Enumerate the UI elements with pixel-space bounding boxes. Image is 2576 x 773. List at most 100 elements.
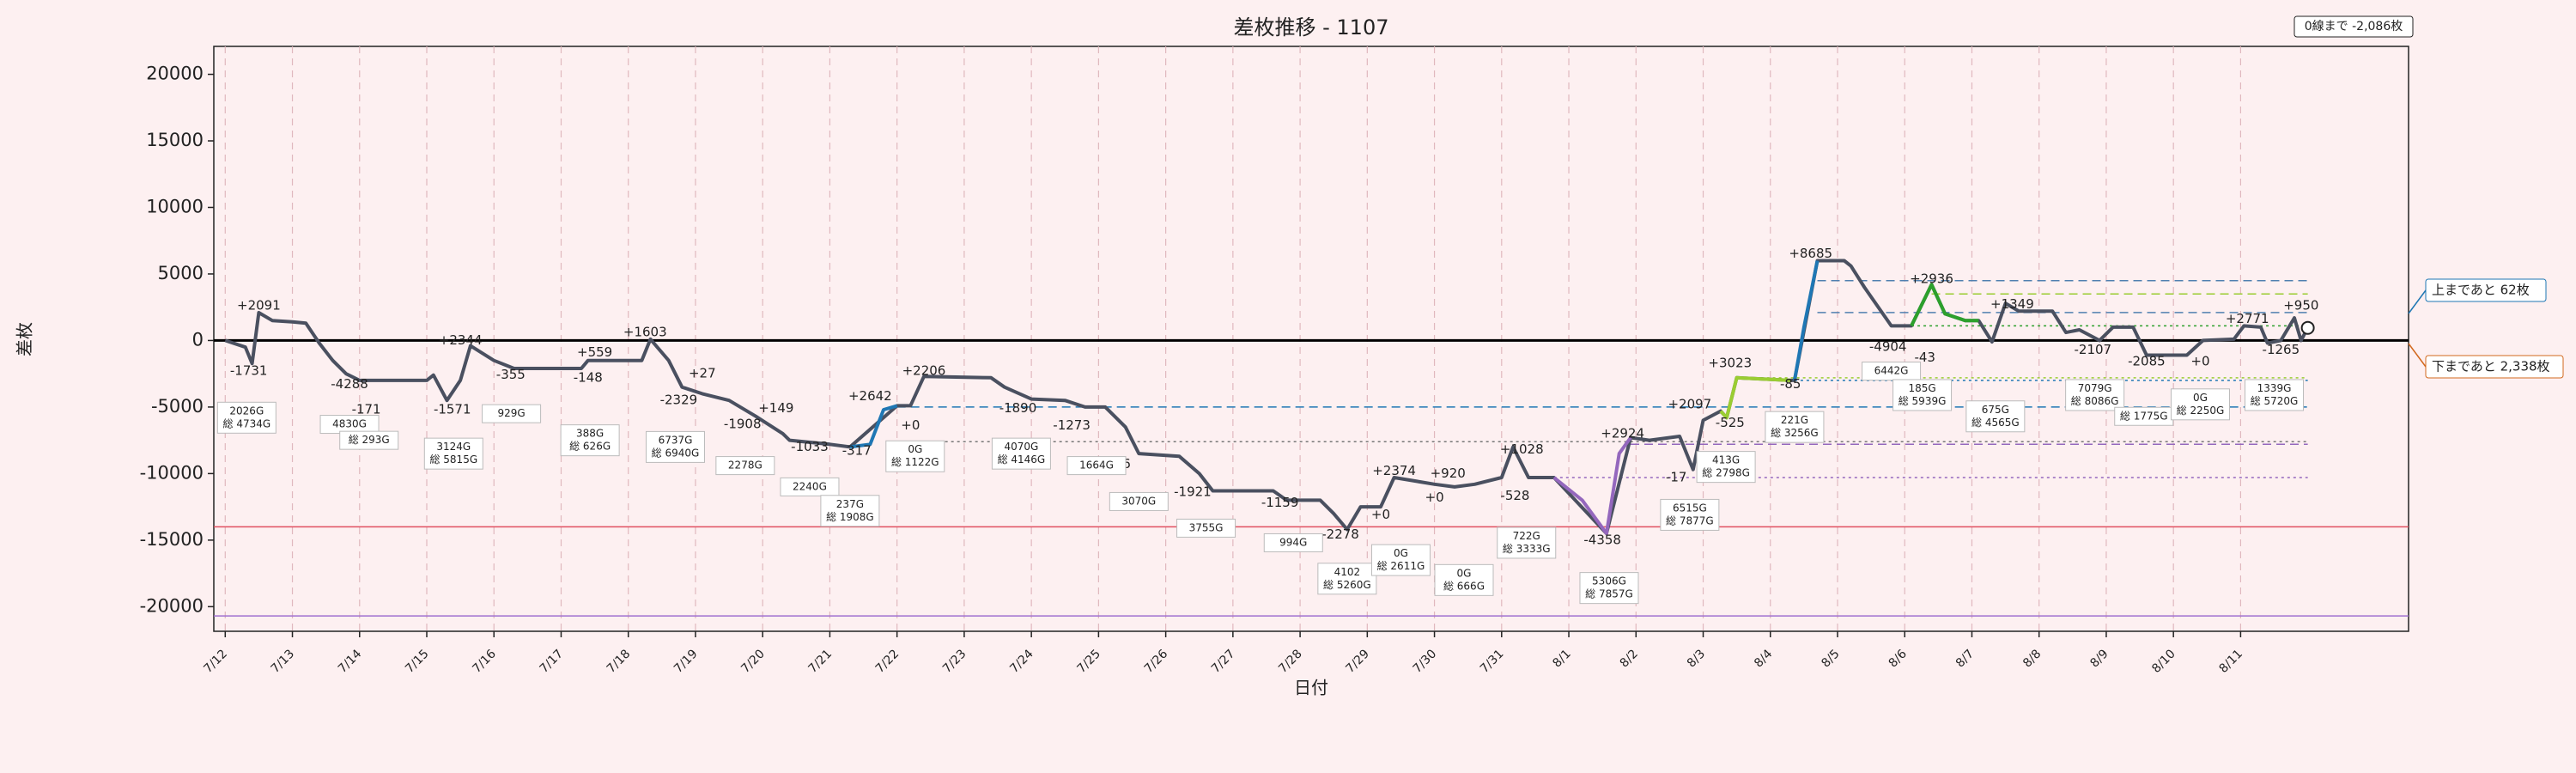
box-frame bbox=[1317, 563, 1377, 595]
value-label: -17 bbox=[1666, 470, 1687, 485]
value-label: -43 bbox=[1914, 350, 1935, 365]
value-label: +1028 bbox=[1500, 441, 1544, 457]
box-text: 総 4565G bbox=[1971, 417, 2020, 429]
box-text: 5306G bbox=[1592, 575, 1626, 587]
box-text: 総 2798G bbox=[1702, 467, 1750, 479]
spin-box: 0G総 2611G bbox=[1370, 544, 1431, 576]
value-label: -4358 bbox=[1583, 532, 1621, 547]
box-text: 994G bbox=[1279, 536, 1307, 548]
spin-box: 2278G bbox=[715, 456, 775, 476]
spin-box: 994G bbox=[1263, 533, 1323, 552]
value-label: -1159 bbox=[1261, 495, 1299, 510]
box-text: 総 5260G bbox=[1323, 579, 1371, 591]
value-label: -85 bbox=[1780, 376, 1801, 392]
box-frame bbox=[560, 424, 620, 457]
box-text: 0G bbox=[908, 443, 922, 455]
value-label: +950 bbox=[2283, 298, 2318, 313]
top-note-frame bbox=[2293, 15, 2414, 38]
box-frame bbox=[780, 477, 840, 496]
value-label: -1908 bbox=[724, 417, 762, 432]
box-text: 7079G bbox=[2078, 382, 2112, 394]
box-text: 722G bbox=[1513, 530, 1540, 542]
box-text: 2278G bbox=[728, 460, 762, 472]
box-text: 総 1122G bbox=[891, 456, 939, 468]
box-frame bbox=[216, 401, 276, 434]
box-text: 総 2250G bbox=[2177, 405, 2225, 417]
box-text: 総 5815G bbox=[429, 453, 477, 466]
box-text: 総 293G bbox=[349, 434, 390, 446]
value-label: -4288 bbox=[331, 376, 368, 392]
box-text: 6737G bbox=[659, 434, 693, 446]
y-tick-label: 15000 bbox=[146, 130, 204, 150]
box-text: 総 626G bbox=[569, 441, 611, 453]
value-label: -1890 bbox=[999, 400, 1037, 416]
box-frame bbox=[2065, 379, 2125, 411]
box-frame bbox=[423, 437, 483, 470]
value-label: -2278 bbox=[1321, 526, 1359, 542]
value-label: +0 bbox=[1371, 507, 1390, 522]
chart-title: 差枚推移 - 1107 bbox=[1234, 15, 1389, 40]
value-label: +2771 bbox=[2226, 311, 2269, 326]
end-marker bbox=[2300, 320, 2315, 335]
box-frame bbox=[482, 404, 542, 423]
y-tick-label: -20000 bbox=[140, 595, 204, 616]
callout-text: 上まであと 62枚 bbox=[2432, 283, 2530, 298]
box-text: 0G bbox=[1457, 567, 1472, 579]
box-text: 3124G bbox=[436, 441, 471, 453]
box-text: 0G bbox=[1394, 547, 1408, 559]
box-frame bbox=[1862, 362, 1922, 381]
value-label: +2091 bbox=[237, 298, 281, 313]
value-label: -528 bbox=[1500, 488, 1529, 503]
box-frame bbox=[1696, 451, 1756, 484]
box-frame bbox=[1066, 456, 1127, 476]
box-text: 総 6940G bbox=[652, 447, 700, 459]
box-text: 413G bbox=[1712, 454, 1740, 466]
box-frame bbox=[339, 430, 399, 450]
box-text: 総 5720G bbox=[2251, 395, 2299, 407]
spin-box: 929G bbox=[482, 404, 542, 423]
value-label: +0 bbox=[1425, 490, 1444, 505]
value-label: -1921 bbox=[1174, 484, 1212, 500]
box-text: 4102 bbox=[1334, 566, 1361, 578]
box-text: 総 7857G bbox=[1585, 588, 1633, 600]
box-text: 3070G bbox=[1121, 495, 1156, 507]
box-text: 1664G bbox=[1079, 460, 1114, 472]
box-text: 675G bbox=[1982, 404, 2009, 416]
value-label: -148 bbox=[574, 369, 603, 385]
value-label: -2085 bbox=[2128, 354, 2166, 369]
spin-box: 総 293G bbox=[339, 430, 399, 450]
series-line bbox=[1552, 436, 1632, 536]
box-text: 総 5939G bbox=[1899, 395, 1947, 407]
value-label: +1603 bbox=[623, 325, 667, 340]
spin-box: 2240G bbox=[780, 477, 840, 496]
box-frame bbox=[1893, 379, 1953, 411]
box-frame bbox=[1263, 533, 1323, 552]
box-text: 総 7877G bbox=[1666, 514, 1714, 526]
value-label: +2097 bbox=[1668, 396, 1711, 411]
box-text: 6515G bbox=[1673, 502, 1707, 514]
box-frame bbox=[1660, 498, 1720, 531]
value-label: +3023 bbox=[1708, 355, 1752, 370]
value-label: -1571 bbox=[434, 402, 471, 417]
box-text: 総 2611G bbox=[1377, 560, 1425, 572]
box-text: 総 666G bbox=[1443, 580, 1485, 592]
series-line bbox=[1910, 283, 1979, 327]
y-tick-label: -5000 bbox=[151, 396, 204, 417]
value-label: +0 bbox=[2190, 354, 2209, 369]
value-label: +2936 bbox=[1910, 271, 1953, 287]
y-tick-label: -15000 bbox=[140, 529, 204, 550]
spin-box: 0G総 1122G bbox=[885, 440, 945, 472]
box-text: 2026G bbox=[229, 405, 264, 417]
spin-box: 3070G bbox=[1109, 491, 1169, 511]
box-text: 929G bbox=[497, 407, 525, 419]
value-label: +27 bbox=[689, 366, 716, 381]
box-frame bbox=[715, 456, 775, 476]
box-text: 4830G bbox=[332, 418, 367, 430]
